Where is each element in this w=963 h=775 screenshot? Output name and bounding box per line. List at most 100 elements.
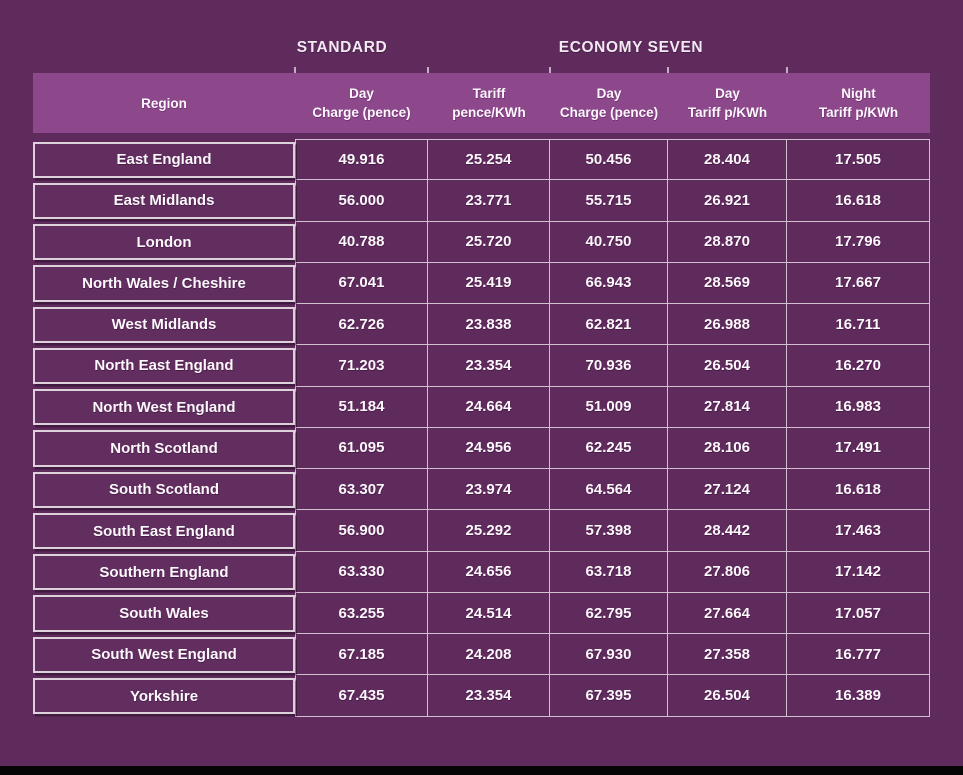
value-cell: 67.435 (295, 675, 428, 717)
region-cell: South West England (33, 636, 295, 673)
table-row-region: East England (33, 139, 295, 180)
value-cell: 16.777 (787, 634, 930, 676)
value-cell: 50.456 (550, 139, 668, 181)
region-cell: East Midlands (33, 182, 295, 220)
value-cell: 56.900 (295, 510, 428, 552)
value-cell: 23.771 (428, 180, 550, 222)
table-row-region: Yorkshire (33, 675, 295, 716)
value-cell: 24.664 (428, 386, 550, 428)
column-header-label: Region (141, 95, 187, 111)
header-tick (549, 67, 551, 73)
value-cell: 64.564 (550, 469, 668, 511)
region-cell: North Wales / Cheshire (33, 265, 295, 302)
column-header-label: Charge (pence) (312, 105, 411, 120)
value-cell: 16.270 (787, 345, 930, 387)
column-header-label: Day (349, 86, 374, 101)
header-tick (427, 67, 429, 73)
value-cell: 17.796 (787, 221, 930, 263)
value-cell: 62.726 (295, 304, 428, 346)
value-cell: 24.514 (428, 592, 550, 635)
table-row-region: London (33, 222, 295, 263)
table-header-row: Region Day Charge (pence) Tariff pence/K… (33, 67, 930, 133)
region-cell: East England (33, 141, 295, 178)
column-header-label: Charge (pence) (559, 105, 659, 120)
value-cell: 67.930 (550, 634, 668, 676)
section-header-standard: STANDARD (296, 39, 388, 56)
region-cell: South Wales (33, 595, 295, 632)
value-cell: 17.057 (787, 592, 930, 635)
table-row-region: North West England (33, 387, 295, 428)
value-cell: 16.618 (787, 180, 930, 222)
value-cell: 49.916 (295, 139, 428, 181)
value-cell: 28.870 (668, 221, 787, 263)
value-cell: 26.988 (668, 304, 787, 346)
value-cell: 16.711 (787, 304, 930, 346)
value-cell: 28.569 (668, 262, 787, 305)
value-cell: 23.354 (428, 675, 550, 717)
value-cell: 40.788 (295, 221, 428, 263)
column-header-label: pence/KWh (452, 105, 526, 120)
value-cell: 27.664 (668, 592, 787, 635)
tariff-table: Region Day Charge (pence) Tariff pence/K… (33, 67, 930, 717)
value-cell: 40.750 (550, 221, 668, 263)
value-cell: 23.838 (428, 304, 550, 346)
table-row-region: North Scotland (33, 428, 295, 469)
region-cell: South East England (33, 512, 295, 550)
value-cell: 63.718 (550, 551, 668, 593)
value-cell: 17.505 (787, 139, 930, 181)
column-header-label: Night (841, 86, 876, 101)
value-cell: 61.095 (295, 427, 428, 470)
value-cell: 24.656 (428, 551, 550, 593)
column-header-e7-night-tariff: Night Tariff p/KWh (787, 73, 930, 133)
header-tick (667, 67, 669, 73)
table-row-region: South Wales (33, 593, 295, 634)
value-cell: 16.389 (787, 675, 930, 717)
value-cell: 62.821 (550, 304, 668, 346)
column-header-label: Tariff p/KWh (687, 105, 768, 120)
value-cell: 57.398 (550, 510, 668, 552)
value-cell: 16.618 (787, 469, 930, 511)
table-row-region: South Scotland (33, 469, 295, 510)
value-cell: 25.292 (428, 510, 550, 552)
column-header-standard-tariff: Tariff pence/KWh (428, 73, 550, 133)
table-row-region: North East England (33, 345, 295, 386)
column-header-region: Region (33, 73, 295, 133)
region-cell: Yorkshire (33, 677, 295, 715)
value-cell: 27.814 (668, 386, 787, 428)
region-cell: London (33, 224, 295, 261)
value-cell: 70.936 (550, 345, 668, 387)
value-cell: 24.956 (428, 427, 550, 470)
value-cell: 56.000 (295, 180, 428, 222)
region-cell: Southern England (33, 554, 295, 591)
value-cell: 23.974 (428, 469, 550, 511)
column-header-standard-day-charge: Day Charge (pence) (295, 73, 428, 133)
value-cell: 25.254 (428, 139, 550, 181)
value-cell: 63.307 (295, 469, 428, 511)
column-header-label: Tariff (472, 86, 506, 101)
header-tick (786, 67, 788, 73)
value-cell: 17.491 (787, 427, 930, 470)
value-cell: 27.806 (668, 551, 787, 593)
value-cell: 17.667 (787, 262, 930, 305)
value-cell: 25.419 (428, 262, 550, 305)
value-cell: 28.442 (668, 510, 787, 552)
value-cell: 26.921 (668, 180, 787, 222)
value-cell: 62.245 (550, 427, 668, 470)
value-cell: 63.255 (295, 592, 428, 635)
value-cell: 51.184 (295, 386, 428, 428)
table-body: East England 49.916 25.254 50.456 28.404 17.5… (33, 139, 930, 717)
value-cell: 51.009 (550, 386, 668, 428)
value-cell: 66.943 (550, 262, 668, 305)
region-cell: North Scotland (33, 430, 295, 467)
table-row-region: Southern England (33, 552, 295, 593)
value-cell: 16.983 (787, 386, 930, 428)
column-header-label: Day (715, 86, 740, 101)
column-header-label: Day (596, 86, 622, 101)
table-row-region: South East England (33, 510, 295, 551)
value-cell: 27.124 (668, 469, 787, 511)
value-cell: 67.185 (295, 634, 428, 676)
table-row-region: North Wales / Cheshire (33, 263, 295, 304)
value-cell: 71.203 (295, 345, 428, 387)
value-cell: 25.720 (428, 221, 550, 263)
